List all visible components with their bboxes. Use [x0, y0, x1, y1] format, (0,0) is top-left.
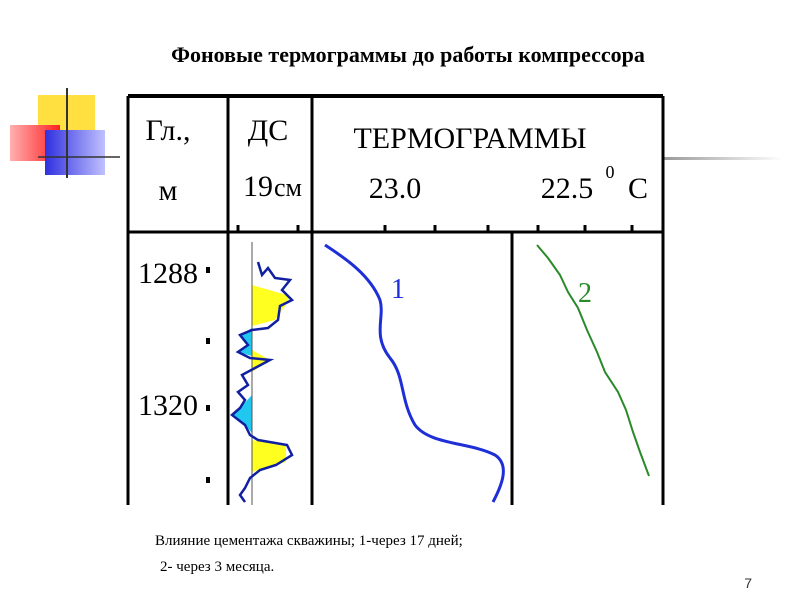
curve-label: 2	[578, 278, 592, 309]
ds-unit: см	[274, 173, 302, 202]
depth-ticks	[206, 267, 210, 483]
slide-title: Фоновые термограммы до работы компрессор…	[171, 42, 645, 67]
caption-line: Влияние цементажа скважины; 1-через 17 д…	[155, 533, 463, 549]
depth-unit: м	[159, 174, 178, 207]
log-frame	[126, 94, 665, 505]
temp-unit: С	[628, 172, 648, 205]
ds-log	[230, 242, 295, 505]
thermogram-2	[536, 244, 650, 477]
thermogram-1	[324, 243, 505, 503]
ds-scale: 19	[243, 170, 273, 203]
depth-header: Гл.,	[145, 114, 190, 147]
caption-line: 2- через 3 месяца.	[160, 559, 274, 575]
curve-label: 1	[391, 274, 405, 305]
thermo-scale-1: 23.0	[369, 172, 422, 205]
thermo-header: ТЕРМОГРАММЫ	[353, 122, 586, 155]
thermo-scale-2: 22.5	[541, 172, 594, 205]
depth-label: 1320	[138, 389, 198, 422]
slide-number: 7	[744, 575, 752, 591]
ds-header: ДС	[248, 114, 288, 147]
decoration	[10, 88, 783, 178]
depth-label: 1288	[138, 257, 198, 290]
degree-sign: 0	[606, 162, 615, 182]
